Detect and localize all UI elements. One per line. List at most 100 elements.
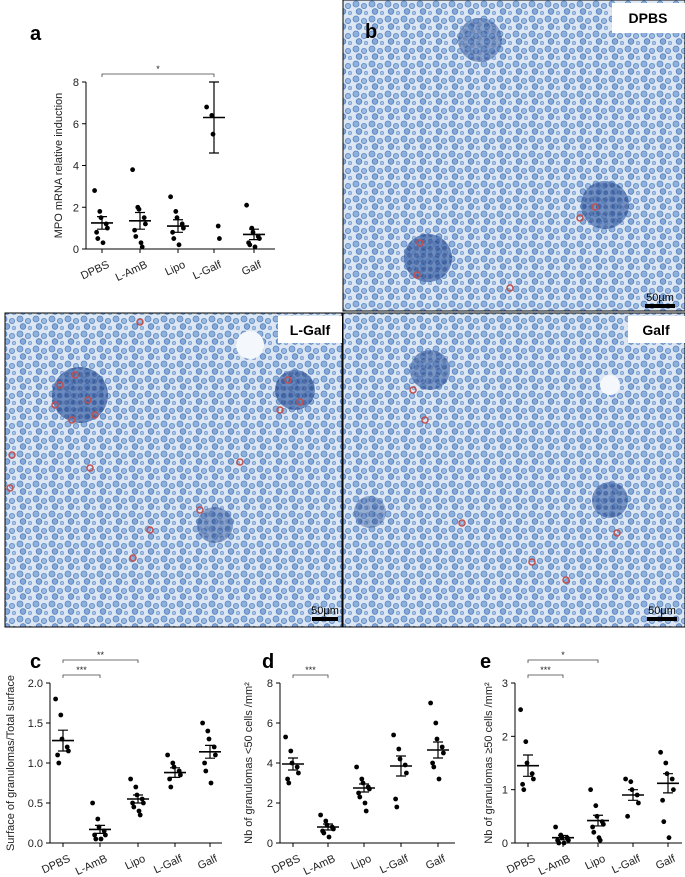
data-point [520, 781, 525, 787]
significance-label: *** [76, 665, 87, 675]
data-point [362, 800, 368, 806]
data-point [669, 776, 675, 782]
data-point [321, 830, 327, 836]
x-tick-label: L-AmB [537, 853, 573, 877]
data-point [529, 771, 535, 777]
stained-cells [409, 386, 621, 584]
data-point [136, 808, 142, 814]
data-point [100, 240, 106, 246]
data-point [171, 236, 177, 241]
data-point [357, 794, 363, 800]
error-bar [663, 773, 673, 794]
data-point [594, 813, 600, 819]
granuloma [410, 350, 450, 390]
significance-label: ** [97, 650, 105, 660]
data-point [436, 776, 442, 782]
x-tick-label: Galf [196, 852, 220, 872]
data-point [439, 744, 445, 750]
data-point [209, 113, 215, 118]
data-point [285, 776, 290, 782]
significance-bracket [62, 674, 101, 678]
scale-bar [645, 304, 675, 308]
scale-bar [312, 617, 338, 621]
image-frame [4, 312, 343, 628]
data-point [139, 244, 145, 250]
error-bar [288, 757, 298, 771]
error-bar [249, 228, 259, 241]
data-point [247, 242, 253, 248]
data-point [93, 836, 99, 842]
label-box [612, 3, 685, 33]
data-point [663, 760, 669, 766]
scale-label: 50µm [648, 605, 676, 617]
y-tick-label: 1.5 [28, 718, 43, 730]
x-tick-label: DPBS [270, 853, 302, 877]
data-point [523, 739, 529, 745]
data-point [591, 829, 597, 835]
y-tick-label: 0 [73, 244, 79, 256]
data-point [95, 816, 101, 822]
data-point [64, 744, 70, 750]
significance-label: * [561, 650, 565, 660]
y-axis-label: Nb of granulomas <50 cells /mm² [243, 682, 255, 844]
vessel [600, 375, 620, 395]
data-point [428, 700, 433, 706]
data-point [203, 768, 209, 774]
data-point [130, 167, 136, 173]
scale-bar [647, 617, 677, 621]
data-point [202, 760, 208, 766]
micrograph: Galf 50µm [342, 312, 685, 628]
axis-line [279, 683, 455, 844]
error-bar [209, 81, 219, 154]
data-point [518, 707, 523, 713]
data-point [213, 752, 218, 758]
data-point [628, 779, 634, 785]
data-point [66, 748, 71, 754]
data-point [136, 206, 142, 212]
y-tick-label: 4 [73, 161, 79, 173]
significance-label: *** [540, 665, 551, 675]
error-bar [593, 814, 603, 827]
data-point [171, 764, 177, 770]
data-point [660, 797, 665, 803]
x-tick-label: Lipo [583, 853, 607, 873]
image-label: DPBS [629, 10, 668, 26]
data-point [588, 787, 593, 793]
data-point [174, 215, 180, 221]
data-point [431, 764, 437, 770]
data-point [95, 236, 101, 241]
y-tick-label: 2 [502, 731, 508, 743]
x-tick-label: DPBS [79, 259, 111, 283]
x-tick-label: L-AmB [114, 259, 150, 284]
data-point [90, 800, 95, 806]
data-point [359, 776, 365, 782]
micrograph: DPBS 50µm b [342, 0, 685, 312]
data-point [179, 221, 185, 227]
granuloma [197, 507, 233, 543]
x-tick-label: Lipo [349, 853, 373, 873]
data-point [288, 748, 294, 754]
data-point [98, 836, 104, 842]
data-point [326, 834, 332, 840]
data-point [206, 736, 212, 742]
error-bar [173, 219, 183, 233]
data-point [661, 819, 667, 825]
x-tick-label: DPBS [505, 853, 537, 877]
data-point [181, 225, 186, 231]
data-point [283, 734, 288, 740]
error-bar [523, 754, 533, 777]
data-point [391, 732, 396, 738]
data-point [553, 824, 558, 830]
data-point [176, 242, 182, 248]
data-point [137, 812, 143, 818]
data-point [257, 236, 262, 241]
error-bar [558, 834, 568, 841]
label-box [628, 316, 685, 343]
data-point [566, 837, 571, 843]
image-label: Galf [642, 322, 670, 338]
data-point [556, 840, 562, 846]
data-point [131, 804, 137, 810]
y-tick-label: 0 [502, 838, 508, 850]
